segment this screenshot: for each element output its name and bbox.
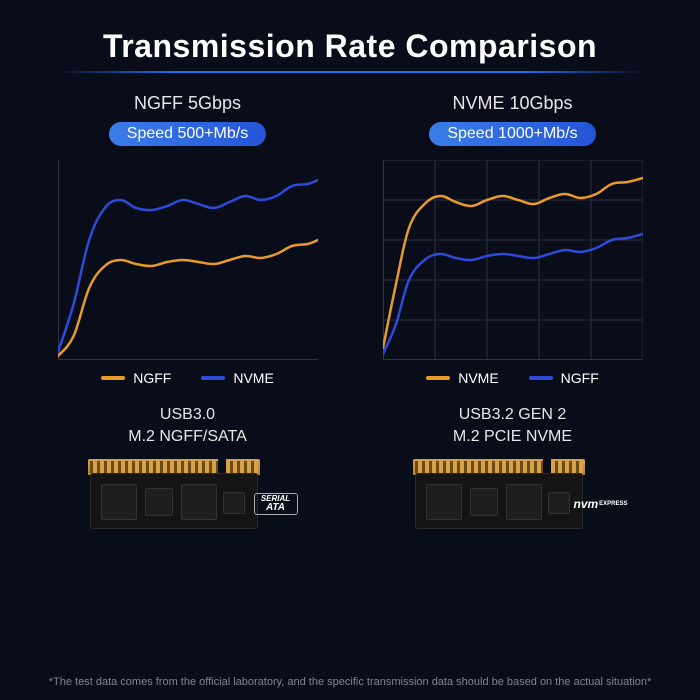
device-label: USB3.0M.2 NGFF/SATA [128, 404, 247, 449]
device-illustration: nvmEXPRESS [403, 459, 623, 533]
device-label: USB3.2 GEN 2M.2 PCIE NVME [453, 404, 572, 449]
legend-label: NGFF [561, 370, 599, 386]
device-illustration: SERIALATA [78, 459, 298, 533]
legend: NGFF NVME [101, 370, 274, 386]
chart [58, 160, 318, 360]
title-underline [55, 71, 645, 73]
footnote: *The test data comes from the official l… [0, 676, 700, 688]
legend: NVME NGFF [426, 370, 599, 386]
legend-item: NGFF [101, 370, 171, 386]
legend-item: NGFF [529, 370, 599, 386]
legend-swatch [201, 376, 225, 380]
interface-badge: SERIALATA [254, 493, 298, 515]
legend-label: NVME [458, 370, 498, 386]
speed-pill: Speed 500+Mb/s [109, 122, 266, 146]
column-heading: NVME 10Gbps [452, 93, 572, 114]
legend-swatch [529, 376, 553, 380]
legend-label: NVME [233, 370, 273, 386]
legend-label: NGFF [133, 370, 171, 386]
legend-item: NVME [201, 370, 273, 386]
page-title: Transmission Rate Comparison [40, 28, 660, 65]
interface-badge: nvmEXPRESS [579, 493, 623, 515]
column-heading: NGFF 5Gbps [134, 93, 241, 114]
legend-item: NVME [426, 370, 498, 386]
speed-pill: Speed 1000+Mb/s [429, 122, 595, 146]
chart [383, 160, 643, 360]
legend-swatch [426, 376, 450, 380]
legend-swatch [101, 376, 125, 380]
